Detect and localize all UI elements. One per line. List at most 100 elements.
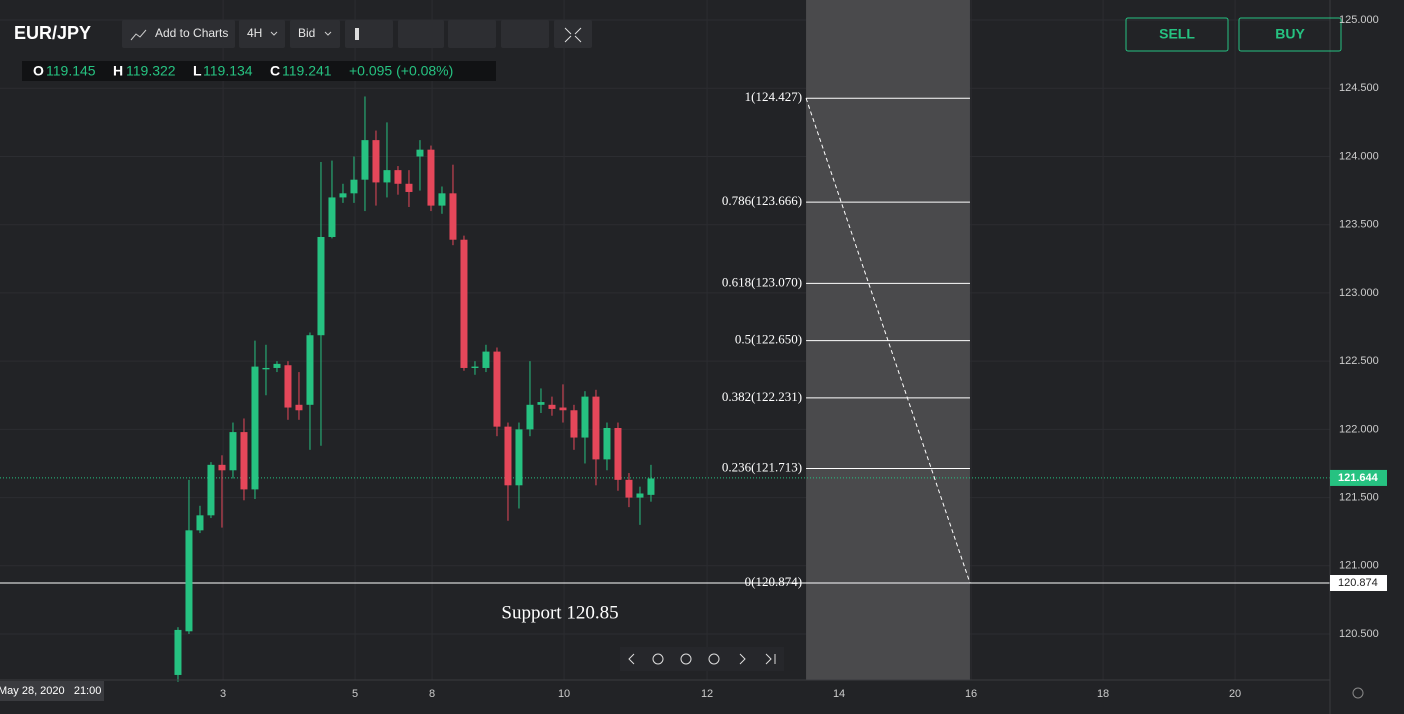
indicators-button[interactable] [398,20,444,48]
reset[interactable] [680,653,692,665]
crosshair-date: May 28, 2020 21:00 [0,685,101,697]
support-tag-label: 120.874 [1338,577,1378,589]
candle-body [328,197,336,237]
y-tick-label: 122.000 [1339,423,1379,435]
layers-button[interactable] [501,20,549,48]
candle-body [394,170,402,184]
candle-body [185,530,193,632]
ohlc-l: 119.134 [203,63,253,79]
candle-icon [355,28,359,40]
buy-label: BUY [1275,26,1305,42]
caret [324,31,332,36]
ohlc-l-label: L [193,63,202,79]
x-tick-label: 3 [220,688,226,700]
chart-type-button[interactable] [345,20,393,48]
annotation: Support 120.85 [501,602,618,623]
x-tick-label: 20 [1229,688,1241,700]
candle-body [548,404,556,409]
candle-body [449,193,457,240]
candle-body [526,404,534,430]
ohlc-bar [22,61,496,81]
add-to-charts-button[interactable] [122,20,235,48]
candle-body [174,629,182,675]
settings-icon[interactable] [1352,687,1364,699]
candle-body [559,407,567,411]
interval-label: 4H [247,26,262,40]
fib-label: 0.382(122.231) [722,389,802,404]
candle-body [295,404,303,411]
candle-body [273,363,281,368]
candle-body [647,478,655,495]
y-tick-label: 124.500 [1339,82,1379,94]
current-price-label: 121.644 [1338,472,1379,484]
candle-body [284,365,292,408]
price-type-dropdown[interactable] [290,20,340,48]
x-tick-label: 10 [558,688,570,700]
candle-body [603,428,611,460]
y-tick-label: 122.500 [1339,355,1379,367]
candle-body [592,396,600,460]
candle-body [427,149,435,206]
y-tick-label: 120.500 [1339,628,1379,640]
x-tick-label: 8 [429,688,435,700]
collapse-icon [564,27,582,43]
support-tag [1330,574,1387,591]
fullscreen-button[interactable] [554,20,592,48]
sell-label: SELL [1159,26,1195,42]
interval-dropdown[interactable] [239,20,285,48]
candle-body [625,479,633,498]
candle-body [416,149,424,157]
zoom-controls [620,647,784,671]
ohlc-c-label: C [270,63,280,79]
candle-body [317,236,325,336]
y-tick-label: 123.500 [1339,219,1379,231]
candle-body [229,432,237,471]
fib-label: 1(124.427) [745,89,802,104]
candle-body [515,429,523,486]
candle-body [207,464,215,516]
ohlc-change: +0.095 (+0.08%) [349,63,453,79]
sell-button[interactable] [1125,17,1229,52]
candle-body [339,193,347,198]
candle-body [493,351,501,427]
y-tick-label: 123.000 [1339,287,1379,299]
x-tick-label: 14 [833,688,845,700]
caret [270,31,278,36]
symbol: EUR/JPY [14,23,91,43]
buy-button[interactable] [1238,17,1342,52]
ohlc-h-label: H [113,63,123,79]
candle-body [383,170,391,183]
ohlc-c: 119.241 [282,63,332,79]
candle-body [504,426,512,486]
drawing-button[interactable] [448,20,496,48]
candle-body [361,140,369,180]
y-tick-label: 125.000 [1339,14,1379,26]
fib-label: 0.5(122.650) [735,332,802,347]
crosshair-date-tag [0,681,104,701]
nav-icons[interactable] [628,653,776,665]
x-tick-label: 18 [1097,688,1109,700]
chart-icon [130,29,147,41]
candle-body [537,402,545,405]
candle-body [581,396,589,438]
candle-body [196,515,204,531]
y-tick-label: 121.500 [1339,491,1379,503]
candle-body [460,239,468,368]
zoom-out[interactable] [652,653,664,665]
fib-label: 0(120.874) [745,574,802,589]
zoom-in[interactable] [708,653,720,665]
candle-body [471,366,479,368]
candle-body [262,367,270,370]
candle-body [372,140,380,183]
x-tick-label: 5 [352,688,358,700]
fib-label: 0.618(123.070) [722,274,802,289]
candle-body [614,428,622,480]
fib-label: 0.236(121.713) [722,460,802,475]
fib-label: 0.786(123.666) [722,193,802,208]
candle-body [570,410,578,438]
ohlc-h: 119.322 [126,63,176,79]
candle-body [251,366,259,490]
add-to-charts-label: Add to Charts [155,26,228,40]
